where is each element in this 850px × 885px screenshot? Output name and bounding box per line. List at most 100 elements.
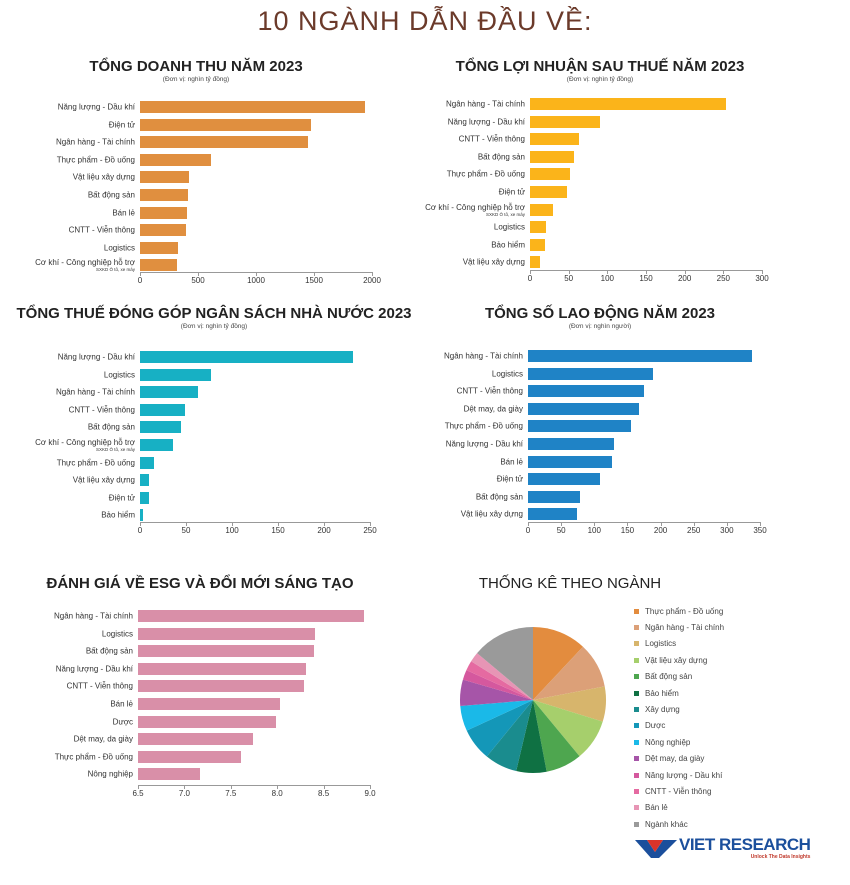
x-tick <box>370 785 371 789</box>
bar <box>140 491 150 504</box>
pie-slice <box>533 686 607 722</box>
bar-label: Ngân hàng - Tài chính <box>56 138 135 147</box>
bar <box>140 118 311 131</box>
bar <box>140 259 178 272</box>
bar-label: Điện tử <box>497 475 523 484</box>
legend-label: Năng lượng - Dầu khí <box>645 770 723 780</box>
legend-item: Thực phẩm - Đồ uống <box>634 603 724 619</box>
bar-label: Cơ khí - Công nghiệp hỗ trợ SXKD Ô tô, xe… <box>35 258 135 272</box>
pie-legend: Thực phẩm - Đồ uống Ngân hàng - Tài chính… <box>634 603 724 832</box>
pie-slice <box>462 670 533 700</box>
x-tick-label: 150 <box>639 274 653 283</box>
pie-slice <box>533 646 605 700</box>
legend-item: CNTT - Viễn thông <box>634 783 724 799</box>
x-tick <box>684 270 686 274</box>
x-tick-label: 1500 <box>305 276 323 285</box>
category-label: Vật liệu xây dựng <box>72 172 135 182</box>
bar <box>528 385 644 398</box>
x-tick-label: 50 <box>556 526 566 535</box>
main-title: 10 NGÀNH DẪN ĐẦU VỀ: <box>257 6 593 36</box>
legend-item: Nông nghiệp <box>634 734 724 750</box>
category-note: SXKD Ô tô, xe máy <box>95 267 135 273</box>
category-label: CNTT - Viễn thông <box>66 681 133 691</box>
category-label: Cơ khí - Công nghiệp hỗ trợ <box>35 258 135 268</box>
bar <box>140 189 188 201</box>
x-tick <box>646 270 647 274</box>
bar-label: Cơ khí - Công nghiệp hỗ trợ SXKD Ô tô, xe… <box>425 203 525 217</box>
bar <box>138 610 364 622</box>
bar <box>140 403 186 416</box>
bar-label: Điện tử <box>109 493 135 502</box>
x-tick <box>660 522 662 526</box>
x-tick <box>370 522 371 526</box>
bar-label: Vật liệu xây dựng <box>73 173 135 182</box>
legend-item: Dược <box>634 718 724 734</box>
viet-research-logo: VIET RESEARCH Unlock The Data Insights <box>633 836 811 860</box>
category-label: Logistics <box>491 369 523 379</box>
category-label: Logistics <box>103 370 135 380</box>
bar <box>528 350 753 362</box>
category-label: Điện tử <box>108 493 135 503</box>
tax-chart-title: TỔNG THUẾ ĐÓNG GÓP NGÂN SÁCH NHÀ NƯỚC 20… <box>16 305 412 322</box>
x-tick <box>594 522 596 526</box>
bar-label: Năng lượng - Dầu khí <box>446 440 523 449</box>
x-tick <box>140 522 141 526</box>
pie-slice <box>516 700 547 773</box>
bar-label: Bán lẻ <box>112 208 135 217</box>
pie-chart-title: THỐNG KÊ THEO NGÀNH <box>478 575 662 592</box>
category-label: Bán lẻ <box>500 457 523 467</box>
legend-label: Ngành khác <box>645 819 688 829</box>
bar-label: CNTT - Viễn thông <box>67 682 133 691</box>
bar <box>140 368 211 381</box>
profit-chart-title: TỔNG LỢI NHUẬN SAU THUẾ NĂM 2023 <box>455 58 745 75</box>
x-tick-label: 0 <box>525 526 531 535</box>
category-label: Dệt may, da giày <box>463 404 523 414</box>
bar-label: Ngân hàng - Tài chính <box>54 612 133 621</box>
bar-label: Ngân hàng - Tài chính <box>444 352 523 361</box>
bar-label: Năng lượng - Dầu khí <box>58 103 135 112</box>
x-tick-label: 250 <box>687 526 701 535</box>
legend-swatch <box>634 641 639 647</box>
bar <box>530 98 726 110</box>
x-tick-label: 100 <box>225 526 239 535</box>
category-label: Ngân hàng - Tài chính <box>55 137 135 147</box>
bar <box>528 455 612 468</box>
bar <box>138 733 254 746</box>
pie-slice <box>477 627 533 700</box>
bar <box>140 171 189 184</box>
legend-item: Năng lượng - Dầu khí <box>634 767 724 783</box>
pie-slice <box>459 679 533 706</box>
x-tick <box>198 272 199 276</box>
category-label: Năng lượng - Dầu khí <box>55 664 133 674</box>
category-label: Logistics <box>103 243 135 253</box>
bar-label: Thực phẩm - Đồ uống <box>447 170 525 179</box>
x-tick-label: 200 <box>677 274 692 283</box>
legend-label: Logistics <box>645 639 677 649</box>
bar <box>138 645 315 658</box>
category-label: Điện tử <box>498 187 525 197</box>
bar <box>140 421 182 434</box>
x-tick <box>693 522 695 526</box>
legend-label: Bảo hiểm <box>645 688 679 698</box>
bar-label: Vật liệu xây dựng <box>463 258 525 267</box>
category-label: Cơ khí - Công nghiệp hỗ trợ <box>425 202 525 212</box>
x-tick <box>184 785 186 789</box>
x-tick <box>372 272 373 276</box>
pie-slice <box>466 661 533 700</box>
x-tick <box>723 270 725 274</box>
x-tick-label: 250 <box>716 274 731 283</box>
bar-label: Bảo hiểm <box>491 240 525 249</box>
bar-label: Năng lượng - Dầu khí <box>448 117 525 126</box>
bar-label: Thực phẩm - Đồ uống <box>57 458 135 467</box>
category-label: Năng lượng - Dầu khí <box>447 117 525 127</box>
x-tick-label: 50 <box>181 526 191 535</box>
bar-label: Bất động sản <box>86 647 133 656</box>
bar-label: Bất động sản <box>476 492 523 501</box>
bar <box>528 490 581 503</box>
category-label: Bảo hiểm <box>101 510 135 520</box>
x-tick-label: 200 <box>317 526 331 535</box>
x-tick <box>568 270 570 274</box>
bar <box>140 206 187 219</box>
bar-label: Logistics <box>104 370 135 379</box>
